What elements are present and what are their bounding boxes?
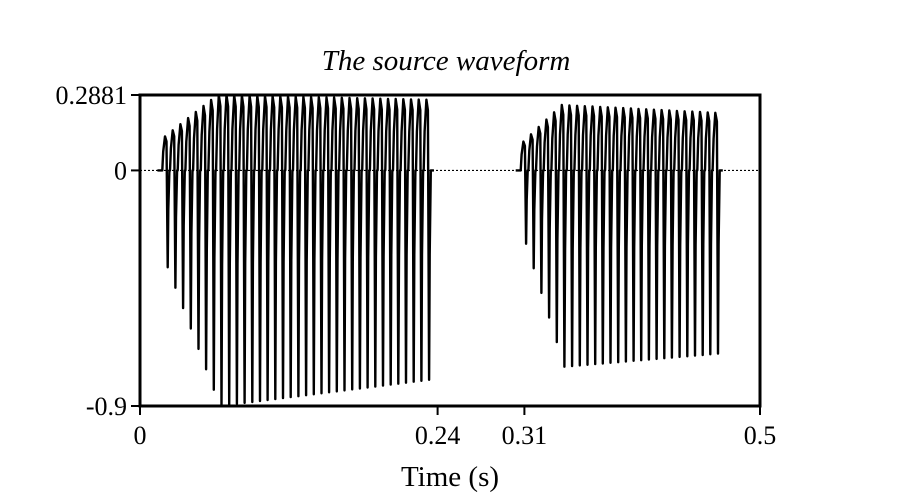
plot-frame — [138, 93, 762, 408]
x-tick-label: 0.24 — [415, 421, 461, 450]
x-tick-label: 0.5 — [744, 421, 777, 450]
x-tick-label: 0 — [134, 421, 147, 450]
series-layer — [140, 93, 760, 407]
chart-title: The source waveform — [322, 45, 571, 77]
x-axis-label: Time (s) — [401, 461, 499, 493]
y-axis-ticks: 0.2881 0 -0.9 — [56, 81, 140, 421]
y-tick-label: 0 — [114, 156, 127, 185]
y-tick-label: -0.9 — [86, 392, 127, 421]
x-axis-ticks: 0 0.24 0.31 0.5 — [134, 406, 777, 450]
x-tick-label: 0.31 — [502, 421, 548, 450]
waveform-segment-1 — [157, 93, 434, 407]
waveform-segment-2 — [515, 103, 723, 368]
y-tick-label: 0.2881 — [56, 81, 128, 110]
